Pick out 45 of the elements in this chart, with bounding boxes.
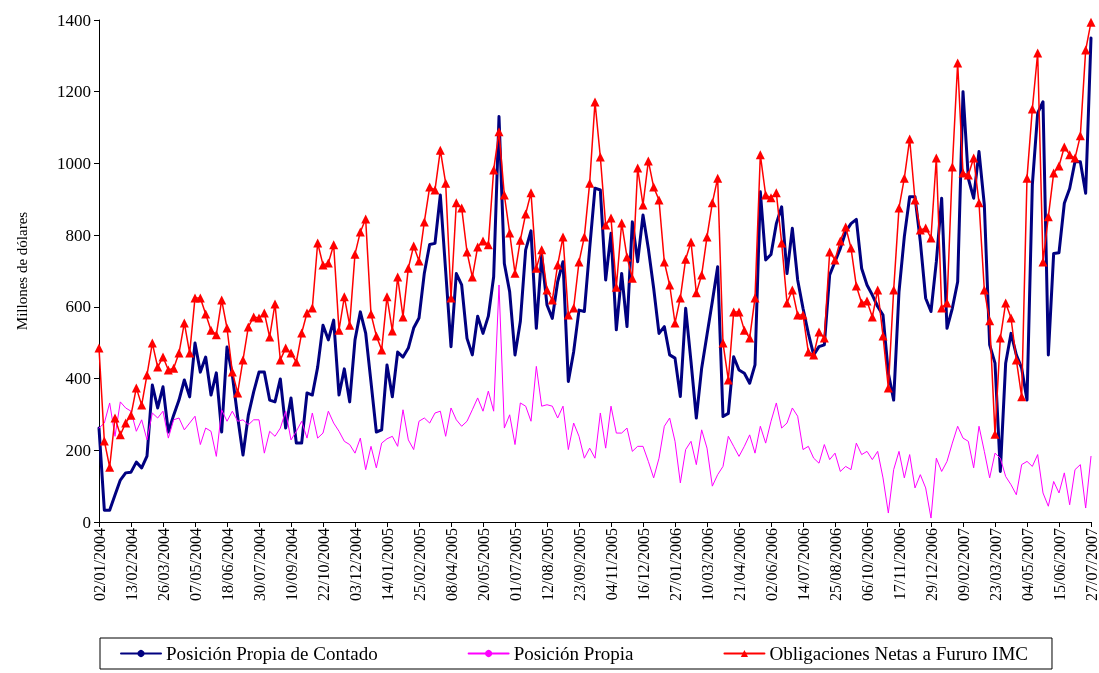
x-tick-label: 26/03/2004 [154, 528, 172, 601]
x-tick-label: 23/09/2005 [570, 528, 588, 601]
x-tick-label: 15/06/2007 [1050, 528, 1068, 601]
y-tick-label: 400 [65, 369, 91, 389]
x-tick-label: 02/06/2006 [762, 528, 780, 601]
line-series [98, 284, 1092, 519]
y-tick-label: 200 [65, 440, 91, 460]
x-tick-label: 01/07/2005 [506, 528, 524, 601]
x-tick-label: 21/04/2006 [730, 528, 748, 601]
x-tick-label: 25/02/2005 [410, 528, 428, 601]
x-tick-label: 14/01/2005 [378, 528, 396, 601]
legend-label: Obligaciones Netas a Fururo IMC [769, 643, 1028, 664]
x-tick-label: 16/12/2005 [634, 528, 652, 601]
x-tick-label: 14/07/2006 [794, 528, 812, 601]
x-tick-label: 25/08/2006 [826, 528, 844, 601]
x-tick-label: 02/01/2004 [90, 528, 108, 601]
x-tick-label: 07/05/2004 [186, 528, 204, 601]
x-tick-label: 29/12/2006 [922, 528, 940, 601]
x-tick-label: 10/09/2004 [282, 528, 300, 601]
x-tick-label: 30/07/2004 [250, 528, 268, 601]
x-tick-label: 23/03/2007 [986, 528, 1004, 601]
y-tick-label: 600 [65, 297, 91, 317]
x-tick-label: 09/02/2007 [954, 528, 972, 601]
x-tick-label: 18/06/2004 [218, 528, 236, 601]
x-tick-label: 13/02/2004 [122, 528, 140, 601]
x-tick-label: 06/10/2006 [858, 528, 876, 601]
x-tick-label: 20/05/2005 [474, 528, 492, 601]
y-axis-title: Millones de dólares [13, 211, 30, 331]
x-tick-label: 12/08/2005 [538, 528, 556, 601]
legend-label: Posición Propia [513, 643, 634, 664]
y-tick-label: 1200 [57, 82, 91, 102]
x-tick-label: 03/12/2004 [346, 528, 364, 601]
y-tick-label: 0 [82, 512, 91, 532]
legend-label: Posición Propia de Contado [166, 643, 378, 664]
x-tick-label: 08/04/2005 [442, 528, 460, 601]
x-tick-label: 10/03/2006 [698, 528, 716, 601]
x-tick-label: 22/10/2004 [314, 528, 332, 601]
x-tick-label: 27/07/2007 [1082, 528, 1099, 601]
x-tick-label: 27/01/2006 [666, 528, 684, 601]
y-tick-label: 1000 [57, 153, 91, 173]
y-tick-label: 1400 [57, 10, 91, 30]
x-tick-label: 04/11/2005 [602, 528, 620, 601]
y-tick-label: 800 [65, 225, 91, 245]
x-tick-label: 04/05/2007 [1018, 528, 1036, 601]
x-tick-label: 17/11/2006 [890, 528, 908, 601]
